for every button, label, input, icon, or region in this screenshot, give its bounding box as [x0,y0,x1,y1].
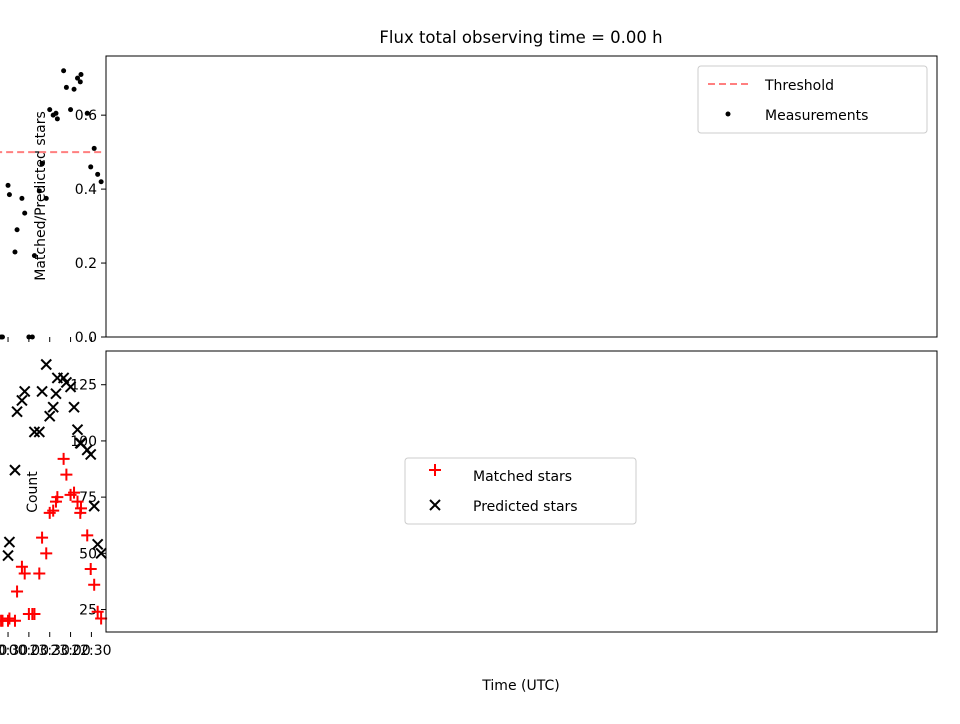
y-tick-label: 0.6 [75,108,97,124]
matched-stars-point [16,561,28,573]
measurement-point [40,161,45,166]
predicted-stars-point [17,395,27,405]
matched-stars-point [85,563,97,575]
predicted-stars-point [12,407,22,417]
predicted-stars-point [48,402,58,412]
measurement-point [64,85,69,90]
predicted-stars-point [52,373,62,383]
predicted-legend-label: Predicted stars [473,499,578,515]
measurement-point [61,68,66,73]
measurements-legend-label: Measurements [765,108,868,124]
predicted-stars-point [20,386,30,396]
y-tick-label: 0.0 [75,330,97,346]
measurement-point [99,179,104,184]
top-panel: Matched/Predicted stars 0.00.20.40.6 Thr… [0,56,937,346]
y-tick-label: 0.2 [75,256,97,272]
predicted-stars-point [93,539,103,549]
top-legend: Threshold Measurements [698,66,927,133]
measurement-point [85,111,90,116]
measurement-point [19,196,24,201]
bottom-panel: Count 22:3023:0023:3000:0000:3001:0001:3… [0,351,937,659]
measurement-point [72,87,77,92]
measurement-point [78,72,83,77]
measurement-point [15,227,20,232]
matched-stars-point [60,469,72,481]
predicted-stars-point [3,551,13,561]
x-axis-label: Time (UTC) [481,678,559,694]
figure-title: Flux total observing time = 0.00 h [379,28,662,47]
matched-stars-point [88,579,100,591]
measurement-point [26,335,31,340]
predicted-stars-point [10,465,20,475]
bottom-legend: Matched stars Predicted stars [405,458,636,524]
matched-stars-point [40,547,52,559]
measurement-point [22,211,27,216]
matched-stars-point [33,568,45,580]
top-plot-area: 0.0 0.2 0.4 0.6 [0,68,106,346]
matched-stars-point [58,453,70,465]
measurement-point [55,116,60,121]
bottom-plot-area: 22:3023:0023:3000:0000:3001:0001:3002:00… [0,359,112,659]
matched-stars-point [3,613,15,625]
predicted-stars-point [4,537,14,547]
predicted-stars-point [37,386,47,396]
predicted-stars-point [41,359,51,369]
matched-legend-label: Matched stars [473,469,572,485]
matched-stars-point [81,529,93,541]
measurement-point [75,76,80,81]
measurement-point [44,196,49,201]
matched-stars-point [11,586,23,598]
y-tick-label: 0.4 [75,182,97,198]
matched-stars-point [19,568,31,580]
measurement-point [32,253,37,258]
bottom-y-axis-label: Count [25,471,41,513]
predicted-stars-point [69,402,79,412]
measurement-point [68,107,73,112]
measurement-point [51,113,56,118]
measurement-point [6,183,11,188]
measurement-point [7,192,12,197]
matched-stars-point [36,532,48,544]
threshold-legend-label: Threshold [764,78,834,94]
measurement-point [12,249,17,254]
x-tick-label: 01:00 [0,643,7,659]
predicted-stars-point [51,389,61,399]
y-tick-label: 25 [79,603,97,619]
measurement-point [92,146,97,151]
measurement-point [37,188,42,193]
measurement-point [95,172,100,177]
measurements-legend-swatch [726,112,731,117]
predicted-stars-point [45,411,55,421]
measurement-point [88,164,93,169]
measurement-point [47,107,52,112]
